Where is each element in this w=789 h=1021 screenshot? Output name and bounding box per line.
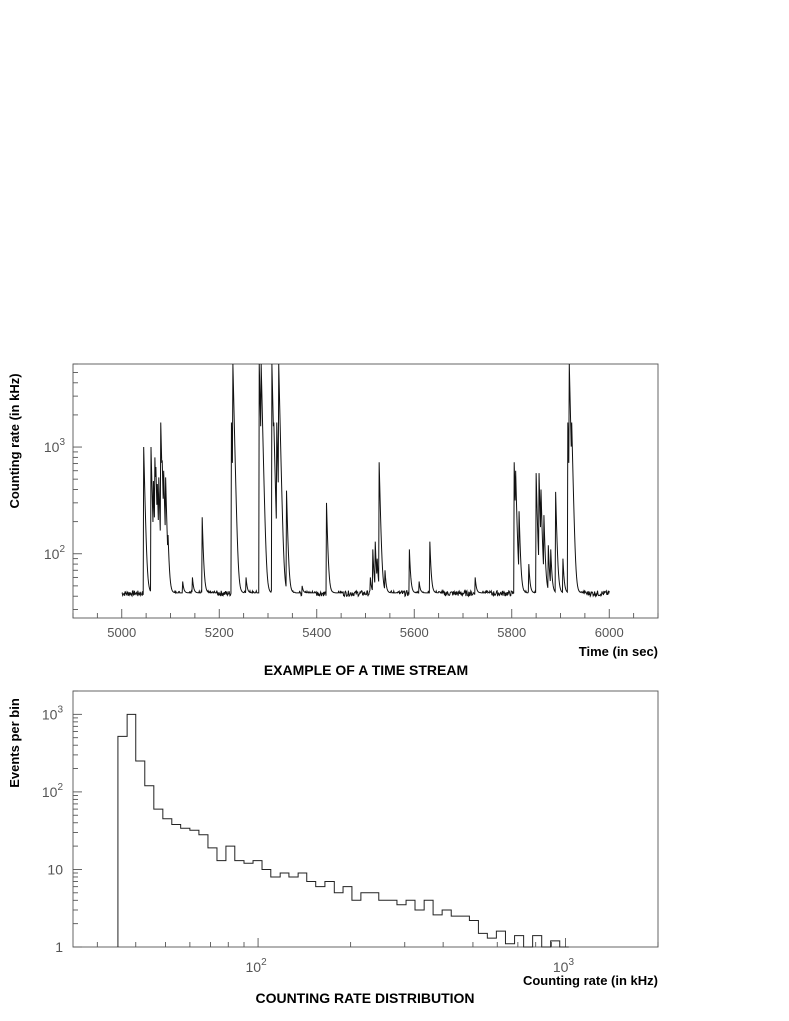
x-tick-label-base: 10 — [553, 959, 569, 975]
x-tick-label: 5600 — [400, 625, 429, 640]
y-tick-label-exponent: 2 — [59, 544, 65, 555]
y-tick-label-exponent: 2 — [57, 782, 63, 793]
y-tick-label-base: 10 — [42, 784, 58, 800]
y-tick-label-exponent: 3 — [59, 437, 65, 448]
rate-distribution-plot-frame — [72, 690, 659, 948]
time-stream-x-axis: 5000 5200 5400 5600 5800 6000 — [72, 609, 659, 640]
rate-distribution-x-axis-label: Counting rate (in kHz) — [523, 973, 658, 988]
y-tick-label: 102 — [42, 782, 64, 800]
x-tick-label-exponent: 2 — [261, 957, 267, 968]
y-tick-label: 103 — [42, 704, 64, 722]
rate-distribution-x-axis: 102 103 — [96, 938, 659, 975]
x-tick-label-base: 10 — [245, 959, 261, 975]
x-tick-label: 102 — [245, 957, 267, 975]
y-tick-label: 1 — [55, 939, 63, 955]
time-stream-series-line — [121, 363, 610, 598]
y-tick-label-base: 10 — [44, 546, 60, 562]
x-tick-label: 5400 — [302, 625, 331, 640]
y-tick-label-base: 10 — [44, 439, 60, 455]
x-tick-label: 103 — [553, 957, 575, 975]
x-tick-label: 5000 — [107, 625, 136, 640]
y-tick-label-base: 10 — [42, 706, 58, 722]
time-stream-y-axis-label: Counting rate (in kHz) — [7, 373, 22, 508]
x-tick-label: 5800 — [497, 625, 526, 640]
x-tick-label: 5200 — [205, 625, 234, 640]
y-tick-label: 102 — [44, 544, 66, 562]
y-tick-label-base: 1 — [55, 939, 63, 955]
rate-distribution-title: COUNTING RATE DISTRIBUTION — [255, 990, 474, 1006]
rate-distribution-y-axis-label: Events per bin — [7, 698, 22, 788]
time-stream-title: EXAMPLE OF A TIME STREAM — [264, 662, 468, 678]
rate-distribution-histogram — [117, 713, 569, 948]
y-tick-label-base: 10 — [47, 861, 63, 877]
x-tick-label-exponent: 3 — [568, 957, 574, 968]
x-tick-label: 6000 — [595, 625, 624, 640]
y-tick-label: 103 — [44, 437, 66, 455]
time-stream-x-axis-label: Time (in sec) — [579, 644, 658, 659]
y-tick-label: 10 — [47, 861, 63, 877]
y-tick-label-exponent: 3 — [57, 704, 63, 715]
